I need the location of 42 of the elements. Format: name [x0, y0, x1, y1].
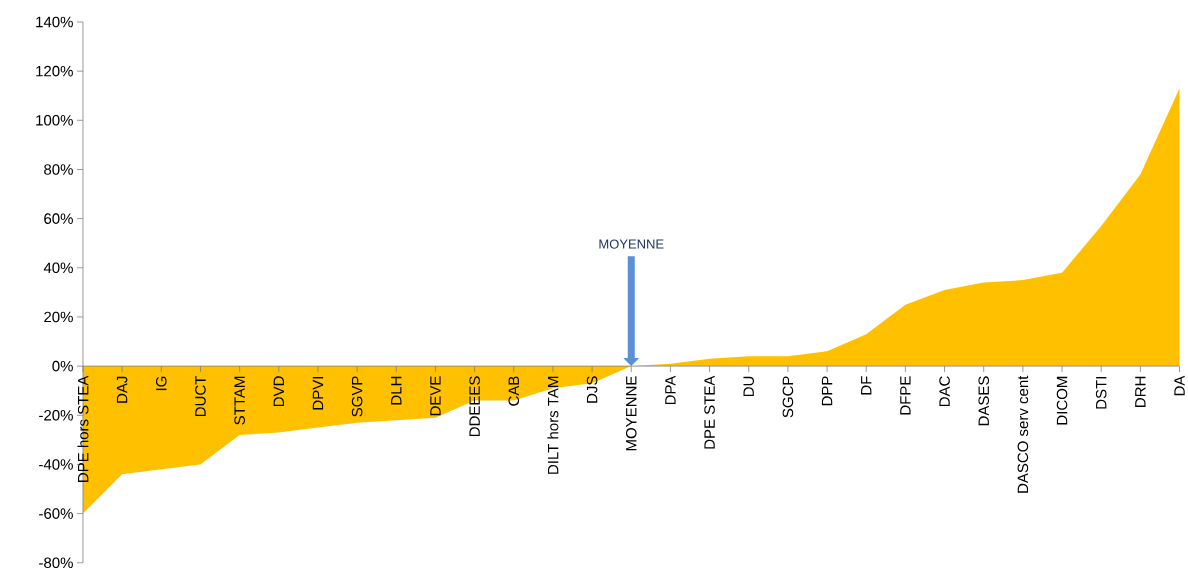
x-tick-label: DFPE: [900, 376, 911, 415]
x-tick-label: SGVP: [351, 376, 363, 417]
x-tick-label: DPA: [665, 375, 676, 405]
x-tick-label: DASES: [978, 376, 990, 426]
y-tick-label: 0%: [52, 360, 73, 372]
y-tick-label: 60%: [44, 213, 73, 225]
y-tick-label: -20%: [39, 410, 73, 421]
y-tick-label: 80%: [44, 164, 73, 175]
x-tick-label: DDEEES: [469, 376, 480, 437]
x-tick-label: CAB: [508, 376, 520, 406]
x-tick-label: DJS: [586, 376, 598, 403]
x-tick-label: DUCT: [195, 376, 206, 417]
y-tick-label: -60%: [39, 508, 73, 520]
y-tick-label: 120%: [36, 65, 73, 77]
y-tick-label: 140%: [36, 16, 73, 28]
x-tick-label: DU: [743, 376, 754, 397]
x-tick-label: IG: [156, 376, 167, 391]
x-tick-label: DEVE: [430, 376, 441, 416]
x-tick-label: DASCO serv cent: [1017, 375, 1029, 493]
x-tick-label: DILT hors TAM: [547, 376, 559, 474]
x-tick-label: DPE hors STEA: [77, 375, 89, 483]
x-tick-label: DICOM: [1056, 376, 1068, 425]
x-tick-label: STTAM: [234, 376, 245, 425]
y-tick-label: 20%: [44, 311, 73, 323]
x-tick-label: MOYENNE: [625, 376, 637, 451]
x-tick-label: DRH: [1135, 376, 1146, 407]
x-tick-label: DPP: [821, 376, 833, 406]
annotation: MOYENNE: [599, 239, 664, 249]
y-tick-label: -40%: [39, 459, 73, 470]
x-tick-label: DF: [861, 376, 872, 395]
y-tick-label: -80%: [39, 557, 73, 569]
y-tick-label: 40%: [43, 262, 73, 274]
x-tick-label: SGCP: [782, 376, 794, 418]
x-tick-label: DAJ: [116, 376, 128, 403]
y-tick-label: 100%: [36, 115, 73, 126]
x-tick-label: DLH: [391, 376, 402, 405]
x-tick-label: DA: [1174, 375, 1185, 396]
x-tick-label: DAC: [939, 376, 950, 407]
x-tick-label: DPVI: [312, 377, 324, 410]
x-tick-label: DSTI: [1095, 377, 1107, 409]
x-tick-label: DVD: [273, 376, 284, 407]
x-tick-label: DPE STEA: [704, 375, 715, 449]
